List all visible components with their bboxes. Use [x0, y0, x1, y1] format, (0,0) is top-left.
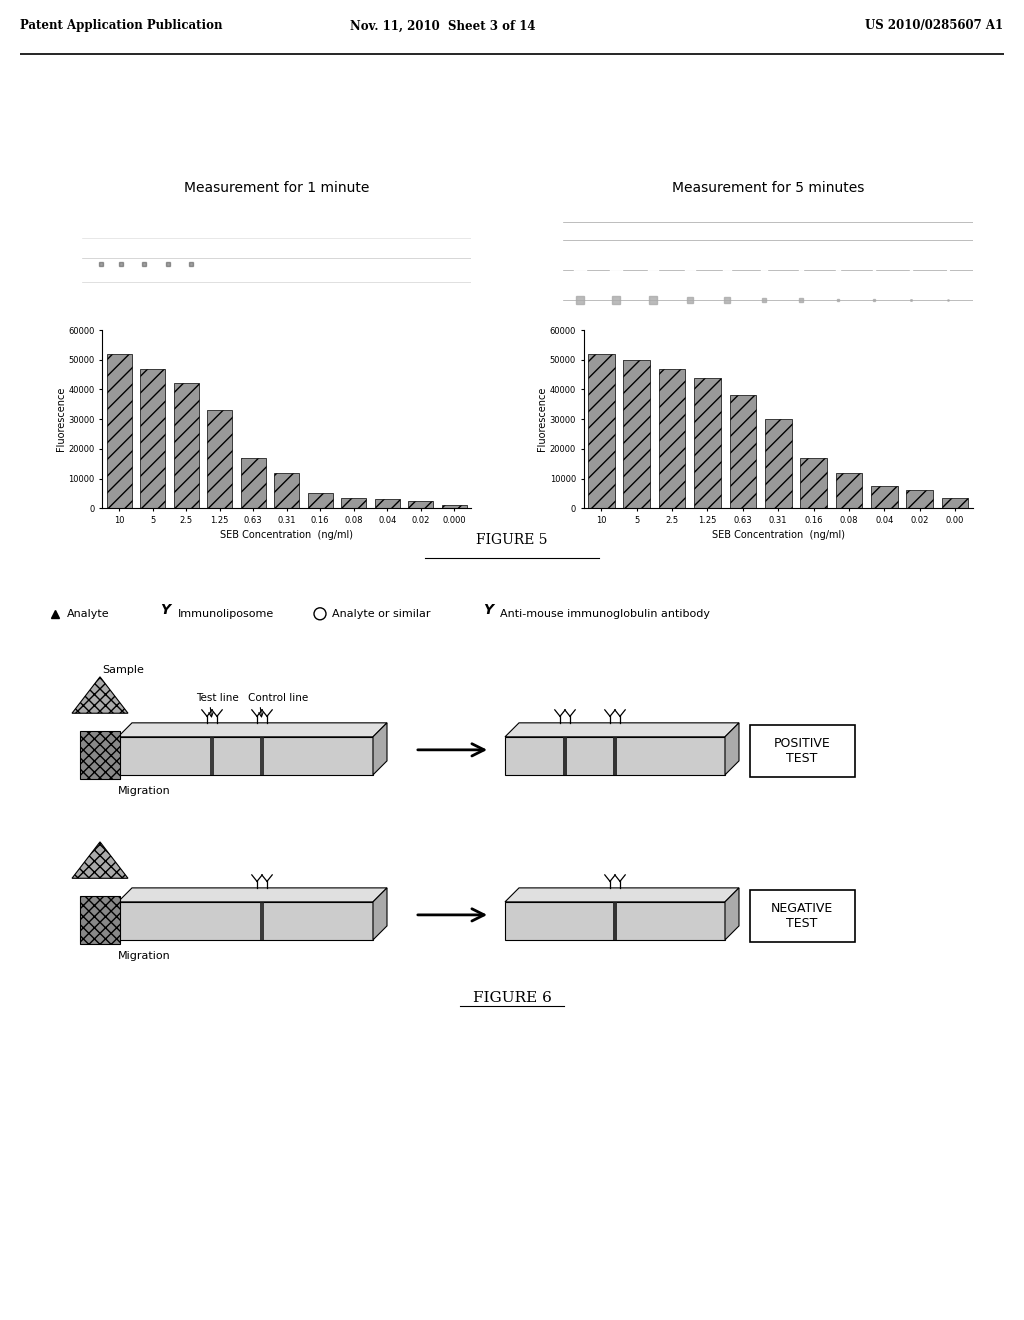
Text: Measurement for 5 minutes: Measurement for 5 minutes: [672, 181, 864, 195]
Text: Migration: Migration: [118, 950, 171, 961]
Bar: [942, 498, 969, 508]
X-axis label: SEB Concentration  (ng/ml): SEB Concentration (ng/ml): [220, 531, 353, 540]
X-axis label: SEB Concentration  (ng/ml): SEB Concentration (ng/ml): [712, 531, 845, 540]
Bar: [658, 368, 685, 508]
Bar: [588, 354, 614, 508]
Text: Patent Application Publication: Patent Application Publication: [20, 20, 223, 33]
Bar: [729, 396, 756, 508]
Bar: [80, 731, 120, 779]
Polygon shape: [725, 888, 739, 940]
Text: Analyte: Analyte: [67, 609, 110, 619]
Text: Measurement for 1 minute: Measurement for 1 minute: [183, 181, 370, 195]
Polygon shape: [118, 888, 387, 902]
Text: Y: Y: [160, 603, 170, 616]
Y-axis label: Fluorescence: Fluorescence: [537, 387, 547, 451]
Text: FIGURE 6: FIGURE 6: [472, 991, 552, 1005]
Bar: [750, 725, 855, 777]
Polygon shape: [725, 723, 739, 775]
Polygon shape: [505, 902, 725, 940]
Text: Nov. 11, 2010  Sheet 3 of 14: Nov. 11, 2010 Sheet 3 of 14: [350, 20, 536, 33]
Bar: [207, 411, 232, 508]
Polygon shape: [373, 723, 387, 775]
Bar: [563, 737, 567, 775]
Text: Control line: Control line: [248, 693, 308, 702]
Bar: [624, 360, 650, 508]
Text: Sample: Sample: [102, 665, 144, 675]
Y-axis label: Fluorescence: Fluorescence: [55, 387, 66, 451]
Bar: [613, 737, 617, 775]
Polygon shape: [118, 723, 387, 737]
Text: Anti-mouse immunoglobulin antibody: Anti-mouse immunoglobulin antibody: [500, 609, 710, 619]
Text: Immunoliposome: Immunoliposome: [178, 609, 274, 619]
Bar: [801, 458, 826, 508]
Bar: [375, 499, 399, 508]
Bar: [906, 491, 933, 508]
Text: FIGURE 5: FIGURE 5: [476, 533, 548, 546]
Bar: [260, 737, 264, 775]
Bar: [694, 378, 721, 508]
Polygon shape: [505, 723, 739, 737]
Bar: [765, 420, 792, 508]
Text: Analyte or similar: Analyte or similar: [332, 609, 430, 619]
Polygon shape: [72, 677, 128, 713]
Bar: [106, 354, 132, 508]
Bar: [241, 458, 266, 508]
Text: Y: Y: [483, 603, 493, 616]
Text: US 2010/0285607 A1: US 2010/0285607 A1: [865, 20, 1004, 33]
Text: NEGATIVE
TEST: NEGATIVE TEST: [771, 902, 834, 929]
Bar: [260, 902, 264, 940]
Bar: [341, 498, 367, 508]
Polygon shape: [118, 902, 373, 940]
Polygon shape: [505, 888, 739, 902]
Bar: [613, 902, 617, 940]
Bar: [80, 896, 120, 944]
Bar: [274, 473, 299, 508]
Bar: [441, 506, 467, 508]
Text: Migration: Migration: [118, 785, 171, 796]
Polygon shape: [72, 842, 128, 878]
Bar: [409, 500, 433, 508]
Bar: [140, 368, 165, 508]
Text: POSITIVE
TEST: POSITIVE TEST: [773, 737, 830, 764]
Bar: [210, 737, 214, 775]
Polygon shape: [373, 888, 387, 940]
Bar: [871, 486, 898, 508]
Bar: [836, 473, 862, 508]
Polygon shape: [118, 737, 373, 775]
Polygon shape: [505, 737, 725, 775]
Text: Test line: Test line: [196, 693, 239, 702]
Bar: [750, 890, 855, 942]
Bar: [174, 383, 199, 508]
Bar: [307, 494, 333, 508]
